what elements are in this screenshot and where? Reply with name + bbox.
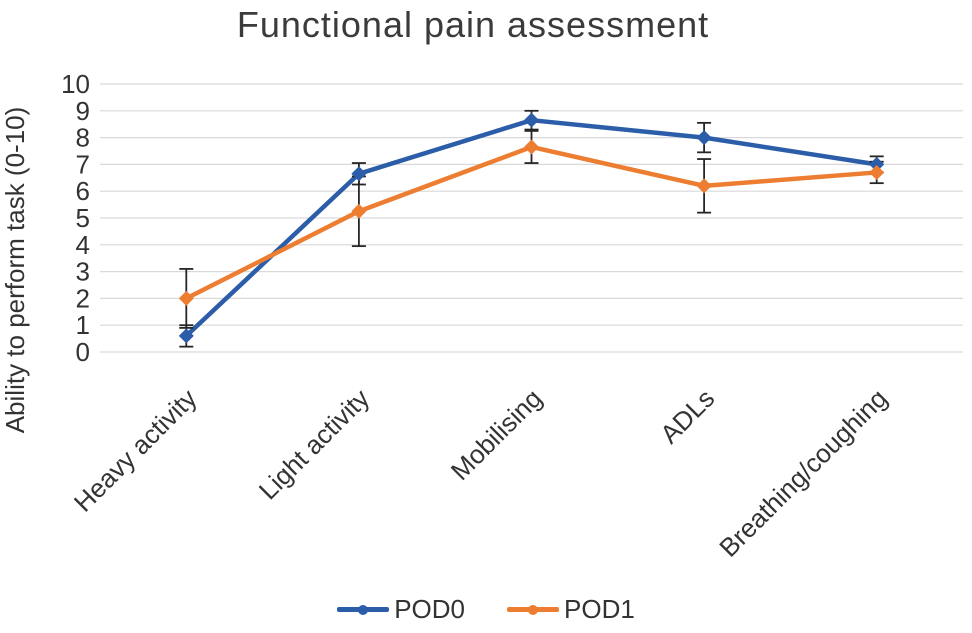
y-axis-title: Ability to perform task (0-10): [0, 107, 30, 434]
y-tick-label: 10: [61, 69, 90, 99]
marker-pod1: [696, 178, 712, 194]
marker-pod1: [524, 139, 539, 155]
y-tick-label: 0: [76, 337, 90, 367]
marker-pod0: [351, 166, 367, 182]
x-category-label: ADLs: [654, 383, 720, 449]
legend-item-pod0: POD0: [337, 594, 465, 625]
y-tick-label: 1: [76, 310, 90, 340]
marker-pod1: [178, 290, 194, 306]
legend-item-pod1: POD1: [507, 594, 635, 625]
pod1-line-marker-icon: [507, 602, 559, 618]
x-category-label: Light activity: [253, 383, 375, 505]
y-tick-label: 5: [76, 203, 90, 233]
legend-label-pod0: POD0: [394, 594, 465, 624]
marker-pod1: [869, 164, 885, 180]
x-category-label: Mobilising: [445, 383, 548, 486]
y-tick-label: 9: [76, 96, 90, 126]
marker-pod0: [178, 328, 194, 344]
y-tick-label: 2: [76, 283, 90, 313]
marker-pod0: [524, 112, 539, 128]
legend-label-pod1: POD1: [564, 594, 635, 624]
marker-pod1: [351, 203, 367, 219]
marker-pod0: [696, 130, 712, 146]
pod0-line-marker-icon: [337, 602, 390, 618]
x-category-label: Breathing/coughing: [713, 383, 893, 563]
y-tick-label: 3: [76, 257, 90, 287]
y-tick-label: 4: [76, 230, 90, 260]
y-tick-label: 8: [76, 123, 90, 153]
series-line-pod1: [184, 144, 879, 301]
y-tick-label: 7: [76, 149, 90, 179]
x-category-label: Heavy activity: [68, 383, 203, 518]
y-tick-label: 6: [76, 176, 90, 206]
chart-legend: POD0 POD1: [0, 594, 972, 625]
marker-pod0: [869, 156, 885, 172]
chart-title: Functional pain assessment: [236, 4, 710, 45]
